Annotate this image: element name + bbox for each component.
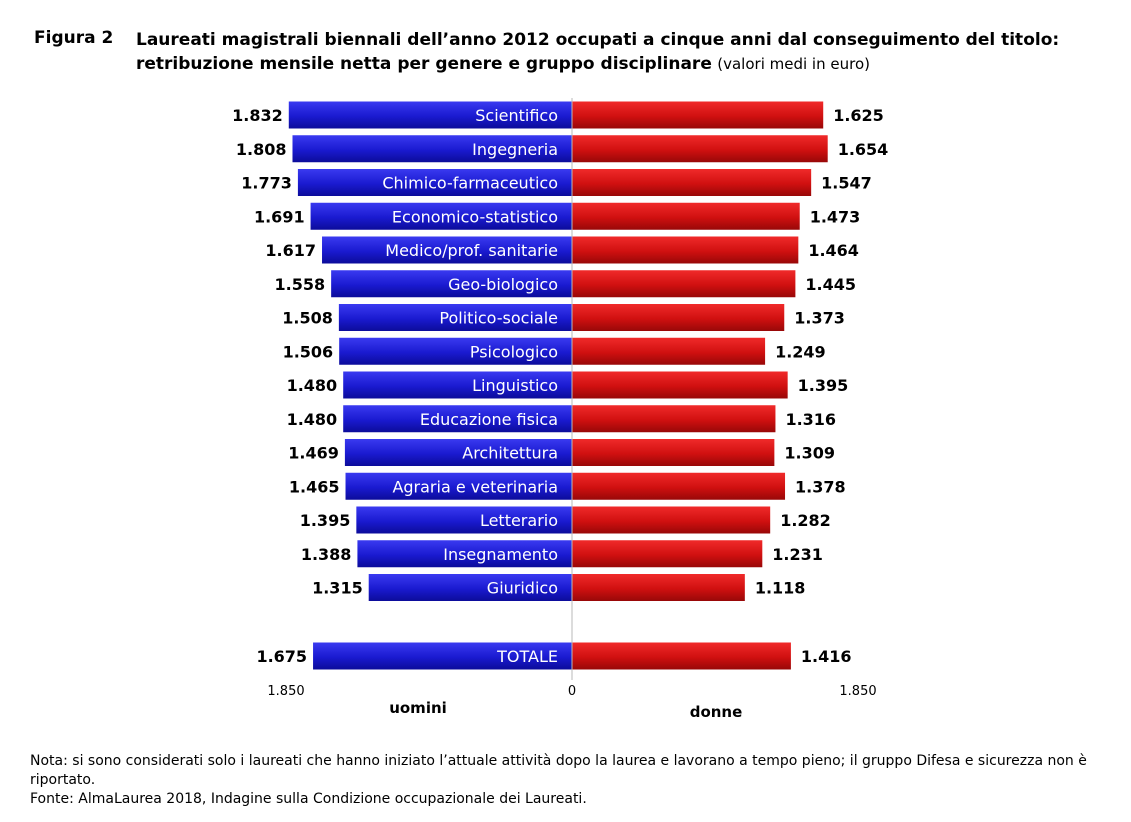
value-label-uomini-medico-prof-sanitarie: 1.617 — [265, 241, 316, 260]
value-label-uomini-insegnamento: 1.388 — [301, 545, 352, 564]
bar-uomini-geo-biologico — [331, 270, 572, 298]
category-label-educazione-fisica: Educazione fisica — [420, 410, 558, 429]
value-label-donne-geo-biologico: 1.445 — [805, 275, 856, 294]
category-label-psicologico: Psicologico — [470, 342, 558, 361]
bar-donne-geo-biologico — [572, 270, 796, 298]
value-label-uomini-architettura: 1.469 — [288, 444, 339, 463]
bar-donne-giuridico — [572, 574, 745, 601]
category-label-politico-sociale: Politico-sociale — [439, 309, 558, 328]
value-label-donne-linguistico: 1.395 — [798, 376, 849, 395]
bar-uomini-agraria-e-veterinaria — [345, 472, 572, 500]
bar-donne-ingegneria — [572, 135, 828, 163]
value-label-donne-insegnamento: 1.231 — [772, 545, 823, 564]
bar-uomini-medico-prof-sanitarie — [322, 236, 572, 264]
value-label-donne-chimico-farmaceutico: 1.547 — [821, 174, 872, 193]
category-label-totale: TOTALE — [496, 647, 558, 666]
value-label-donne-ingegneria: 1.654 — [838, 140, 889, 159]
note-text: Nota: si sono considerati solo i laureat… — [30, 753, 1087, 788]
value-label-uomini-scientifico: 1.832 — [232, 106, 283, 125]
chart-title-main: Laureati magistrali biennali dell’anno 2… — [136, 30, 1060, 74]
category-label-architettura: Architettura — [462, 444, 558, 463]
bar-uomini-politico-sociale — [338, 304, 572, 331]
bar-uomini-psicologico — [339, 337, 572, 365]
value-label-uomini-agraria-e-veterinaria: 1.465 — [289, 477, 340, 496]
value-label-uomini-educazione-fisica: 1.480 — [287, 410, 338, 429]
category-label-agraria-e-veterinaria: Agraria e veterinaria — [392, 477, 558, 496]
bar-uomini-educazione-fisica — [343, 405, 572, 433]
bar-uomini-linguistico — [343, 371, 572, 399]
tick-label-zero: 0 — [568, 684, 576, 699]
value-label-donne-scientifico: 1.625 — [833, 106, 884, 125]
bar-donne-educazione-fisica — [572, 405, 776, 433]
value-label-uomini-giuridico: 1.315 — [312, 579, 363, 598]
bar-donne-letterario — [572, 506, 771, 534]
bar-uomini-giuridico — [368, 574, 572, 601]
value-label-donne-economico-statistico: 1.473 — [810, 207, 861, 226]
value-label-donne-politico-sociale: 1.373 — [794, 309, 845, 328]
axis-label-uomini: uomini — [389, 699, 447, 717]
notes: Nota: si sono considerati solo i laureat… — [30, 752, 1105, 809]
category-label-medico-prof-sanitarie: Medico/prof. sanitarie — [385, 241, 558, 260]
category-label-linguistico: Linguistico — [472, 376, 558, 395]
value-label-donne-psicologico: 1.249 — [775, 342, 826, 361]
category-label-scientifico: Scientifico — [475, 106, 558, 125]
bar-donne-scientifico — [572, 101, 824, 129]
bar-uomini-totale — [313, 642, 572, 670]
value-label-donne-medico-prof-sanitarie: 1.464 — [808, 241, 859, 260]
bar-donne-chimico-farmaceutico — [572, 169, 812, 196]
value-label-uomini-letterario: 1.395 — [300, 511, 351, 530]
butterfly-bar-chart: Scientifico 1.832 1.625 Ingegneria 1.808 1.65… — [232, 98, 889, 721]
category-label-economico-statistico: Economico-statistico — [392, 207, 558, 226]
value-label-donne-totale: 1.416 — [801, 647, 852, 666]
bar-donne-politico-sociale — [572, 304, 785, 331]
bar-uomini-architettura — [344, 439, 572, 466]
value-label-donne-architettura: 1.309 — [784, 444, 835, 463]
category-label-geo-biologico: Geo-biologico — [448, 275, 558, 294]
category-label-chimico-farmaceutico: Chimico-farmaceutico — [382, 174, 558, 193]
chart-title-unit: (valori medi in euro) — [717, 55, 870, 73]
bar-uomini-ingegneria — [292, 135, 572, 163]
value-label-donne-agraria-e-veterinaria: 1.378 — [795, 477, 846, 496]
bar-donne-totale — [572, 642, 791, 670]
value-label-uomini-chimico-farmaceutico: 1.773 — [241, 174, 292, 193]
tick-label-left: 1.850 — [267, 684, 304, 699]
axis-label-donne: donne — [690, 703, 743, 721]
bar-donne-psicologico — [572, 337, 766, 365]
value-label-uomini-totale: 1.675 — [256, 647, 307, 666]
figure-label: Figura 2 — [34, 28, 114, 48]
value-label-uomini-economico-statistico: 1.691 — [254, 207, 305, 226]
value-label-donne-letterario: 1.282 — [780, 511, 831, 530]
bar-uomini-letterario — [356, 506, 572, 534]
value-label-uomini-ingegneria: 1.808 — [236, 140, 287, 159]
value-label-donne-educazione-fisica: 1.316 — [785, 410, 836, 429]
value-label-uomini-geo-biologico: 1.558 — [275, 275, 326, 294]
value-label-donne-giuridico: 1.118 — [755, 579, 806, 598]
source-text: Fonte: AlmaLaurea 2018, Indagine sulla C… — [30, 791, 587, 807]
bar-uomini-insegnamento — [357, 540, 572, 568]
value-label-uomini-politico-sociale: 1.508 — [282, 309, 333, 328]
value-label-uomini-linguistico: 1.480 — [287, 376, 338, 395]
tick-label-right: 1.850 — [839, 684, 876, 699]
bar-uomini-economico-statistico — [310, 202, 572, 230]
value-label-uomini-psicologico: 1.506 — [283, 342, 334, 361]
bar-donne-insegnamento — [572, 540, 763, 568]
bar-donne-economico-statistico — [572, 202, 800, 230]
bar-uomini-chimico-farmaceutico — [297, 169, 572, 196]
bar-donne-architettura — [572, 439, 775, 466]
bar-uomini-scientifico — [288, 101, 572, 129]
category-label-ingegneria: Ingegneria — [472, 140, 558, 159]
chart-title: Laureati magistrali biennali dell’anno 2… — [136, 28, 1106, 76]
bar-donne-linguistico — [572, 371, 788, 399]
bar-donne-agraria-e-veterinaria — [572, 472, 786, 500]
category-label-giuridico: Giuridico — [487, 579, 558, 598]
category-label-insegnamento: Insegnamento — [443, 545, 558, 564]
bar-donne-medico-prof-sanitarie — [572, 236, 799, 264]
category-label-letterario: Letterario — [480, 511, 558, 530]
